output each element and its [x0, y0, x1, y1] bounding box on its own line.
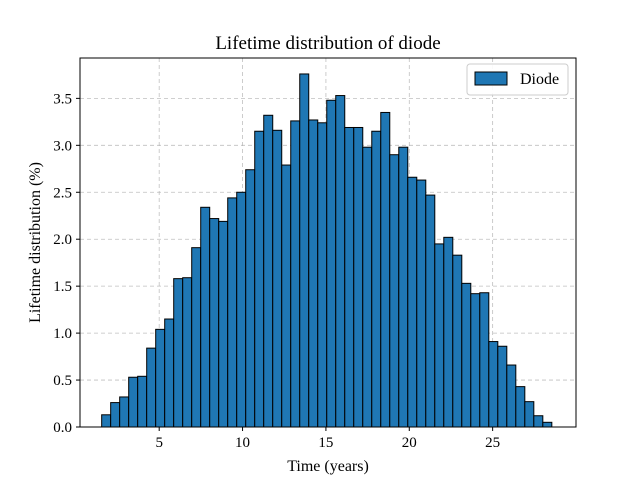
y-tick-label: 2.0: [53, 232, 72, 248]
histogram-bar: [371, 130, 382, 428]
legend-swatch: [474, 71, 508, 86]
y-tick-label: 3.0: [53, 138, 72, 154]
y-tick-label: 1.0: [53, 326, 72, 342]
histogram-bar: [353, 126, 364, 428]
histogram-bar: [407, 176, 418, 428]
histogram-bar: [164, 318, 175, 428]
histogram-bar: [380, 111, 391, 428]
histogram-bar: [272, 129, 283, 428]
histogram-bar: [281, 164, 292, 428]
histogram-bar: [461, 282, 472, 428]
histogram-bar: [263, 114, 274, 428]
histogram-bar: [137, 375, 148, 428]
y-axis-ticks: 0.0 0.5 1.0 1.5 2.0 2.5 3.0 3.5: [53, 91, 80, 436]
histogram-bar: [497, 345, 508, 428]
histogram-bar: [218, 220, 229, 428]
histogram-bar: [209, 218, 220, 428]
x-tick-label: 25: [485, 435, 500, 451]
histogram-bar: [470, 293, 481, 428]
histogram-bar: [146, 347, 157, 428]
histogram-bar: [362, 146, 373, 428]
histogram-bar: [443, 236, 454, 428]
y-axis-label: Lifetime distribution (%): [27, 162, 44, 323]
histogram-bar: [119, 396, 130, 428]
histogram-bar: [191, 247, 202, 428]
histogram-bar: [416, 179, 427, 428]
histogram-bar: [542, 421, 553, 428]
x-tick-label: 20: [402, 435, 417, 451]
x-axis-ticks: 5 10 15 20 25: [155, 427, 500, 451]
histogram-bars: [101, 73, 553, 428]
histogram-bar: [308, 119, 319, 428]
y-tick-label: 0.5: [53, 373, 72, 389]
histogram-bar: [344, 126, 355, 428]
x-tick-label: 5: [155, 435, 163, 451]
chart-title: Lifetime distribution of diode: [215, 33, 440, 54]
histogram-bar: [173, 278, 184, 428]
histogram-bar: [101, 414, 112, 428]
histogram-bar: [236, 191, 247, 428]
histogram-bar: [533, 415, 544, 428]
histogram-bar: [389, 154, 400, 428]
histogram-bar: [452, 254, 463, 428]
histogram-bar: [326, 99, 337, 428]
histogram-bar: [290, 120, 301, 428]
histogram-bar: [398, 146, 409, 428]
histogram-bar: [488, 341, 499, 428]
histogram-bar: [524, 401, 535, 428]
histogram-bar: [155, 328, 166, 428]
histogram-bar: [317, 122, 328, 428]
y-tick-label: 2.5: [53, 185, 72, 201]
legend-label: Diode: [520, 71, 559, 88]
x-axis-label: Time (years): [287, 458, 369, 475]
y-tick-label: 1.5: [53, 279, 72, 295]
x-tick-label: 10: [235, 435, 250, 451]
histogram-bar: [434, 243, 445, 428]
histogram-bar: [254, 130, 265, 428]
x-tick-label: 15: [318, 435, 333, 451]
plot-frame: [79, 57, 577, 428]
histogram-bar: [110, 402, 121, 428]
histogram-bar: [128, 376, 139, 428]
histogram-bar: [200, 206, 211, 428]
y-tick-label: 3.5: [53, 91, 72, 107]
histogram-bar: [335, 95, 346, 428]
histogram-bar: [425, 194, 436, 428]
histogram-bar: [506, 364, 517, 428]
histogram-bar: [479, 292, 490, 428]
histogram-bar: [182, 277, 193, 428]
histogram-bar: [227, 197, 238, 428]
legend: Diode: [466, 63, 569, 96]
histogram-bar: [299, 73, 310, 428]
histogram-bar: [515, 386, 526, 428]
histogram-bar: [245, 169, 256, 428]
y-tick-label: 0.0: [53, 420, 72, 436]
